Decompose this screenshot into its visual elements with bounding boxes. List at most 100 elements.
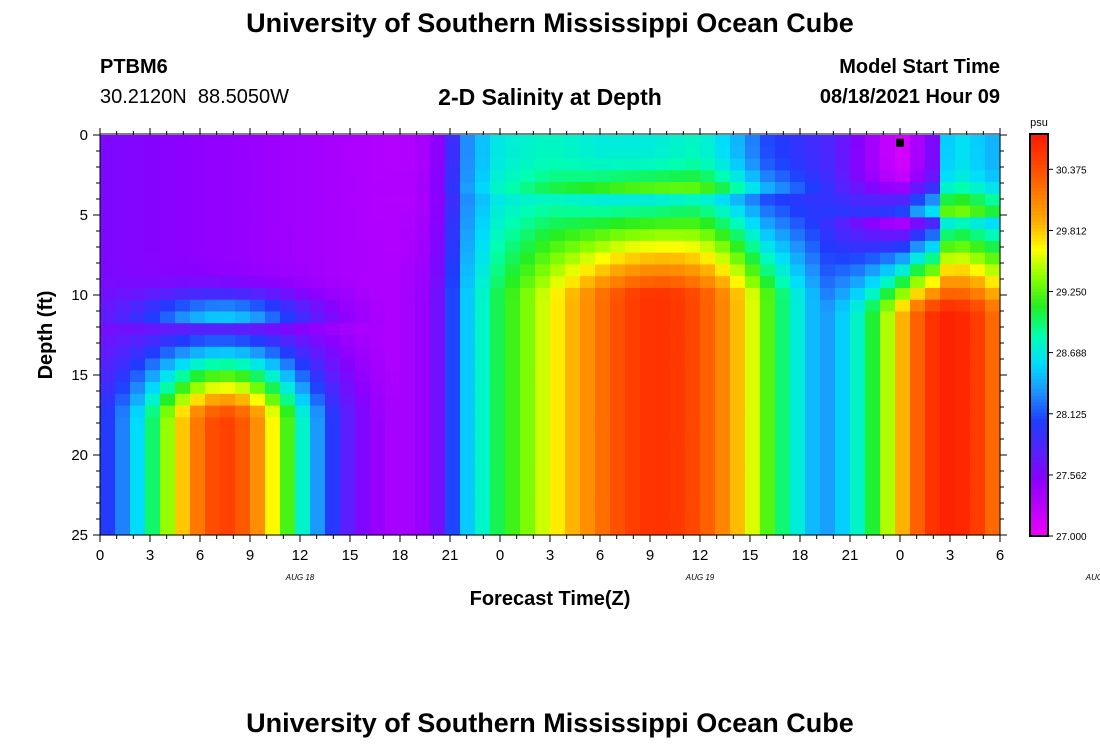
- heatmap-cell: [715, 429, 731, 442]
- heatmap-cell: [115, 193, 131, 207]
- heatmap-cell: [220, 240, 236, 254]
- heatmap-cell: [610, 511, 626, 524]
- heatmap-cell: [370, 464, 386, 477]
- heatmap-cell: [940, 170, 956, 183]
- heatmap-cell: [595, 205, 611, 218]
- heatmap-cell: [820, 429, 836, 442]
- heatmap-cell: [640, 346, 656, 360]
- heatmap-cell: [220, 523, 236, 536]
- heatmap-cell: [250, 182, 266, 195]
- heatmap-cell: [340, 358, 356, 371]
- heatmap-cell: [760, 358, 776, 371]
- heatmap-cell: [460, 287, 476, 301]
- heatmap-cell: [610, 311, 626, 324]
- colorbar-segment: [1030, 335, 1048, 339]
- heatmap-cell: [670, 205, 686, 218]
- heatmap-cell: [325, 523, 341, 536]
- colorbar-tick-label: 28.125: [1056, 410, 1087, 421]
- heatmap-cell: [565, 417, 581, 430]
- heatmap-cell: [940, 346, 956, 360]
- heatmap-cell: [445, 464, 461, 477]
- heatmap-cell: [265, 229, 281, 242]
- heatmap-cell: [940, 252, 956, 266]
- heatmap-cell: [730, 158, 746, 171]
- heatmap-cell: [400, 452, 416, 466]
- heatmap-cell: [205, 217, 221, 230]
- heatmap-cell: [280, 452, 296, 466]
- heatmap-cell: [895, 170, 911, 183]
- heatmap-cell: [925, 511, 941, 524]
- heatmap-cell: [610, 229, 626, 242]
- heatmap-cell: [580, 335, 596, 348]
- heatmap-cell: [100, 182, 116, 195]
- heatmap-cell: [775, 240, 791, 254]
- heatmap-cell: [595, 393, 611, 407]
- heatmap-cell: [145, 499, 161, 513]
- heatmap-cell: [595, 358, 611, 371]
- heatmap-cell: [685, 135, 701, 148]
- heatmap-cell: [490, 523, 506, 536]
- heatmap-cell: [760, 170, 776, 183]
- heatmap-cell: [775, 182, 791, 195]
- heatmap-cell: [415, 346, 431, 360]
- heatmap-cell: [820, 264, 836, 277]
- heatmap-cell: [685, 323, 701, 336]
- heatmap-cell: [880, 264, 896, 277]
- heatmap-cell: [100, 523, 116, 536]
- heatmap-cell: [295, 511, 311, 524]
- heatmap-cell: [145, 452, 161, 466]
- heatmap-cell: [115, 170, 131, 183]
- heatmap-cell: [820, 440, 836, 454]
- heatmap-cell: [295, 146, 311, 160]
- heatmap-cell: [220, 182, 236, 195]
- heatmap-cell: [775, 205, 791, 218]
- heatmap-cell: [460, 393, 476, 407]
- colorbar-segment: [1030, 415, 1048, 420]
- heatmap-cell: [520, 217, 536, 230]
- heatmap-cell: [490, 229, 506, 242]
- heatmap-cell: [565, 523, 581, 536]
- heatmap-cell: [340, 405, 356, 418]
- heatmap-cell: [220, 440, 236, 454]
- heatmap-cell: [565, 346, 581, 360]
- heatmap-cell: [790, 240, 806, 254]
- heatmap-cell: [505, 276, 521, 289]
- heatmap-cell: [145, 146, 161, 160]
- heatmap-cell: [100, 393, 116, 407]
- heatmap-cell: [835, 464, 851, 477]
- colorbar-segment: [1030, 402, 1048, 406]
- heatmap-cell: [580, 346, 596, 360]
- heatmap-cell: [895, 429, 911, 442]
- heatmap-cell: [325, 452, 341, 466]
- heatmap-cell: [880, 311, 896, 324]
- heatmap-cell: [490, 217, 506, 230]
- heatmap-cell: [880, 205, 896, 218]
- heatmap-cell: [535, 240, 551, 254]
- heatmap-cell: [400, 405, 416, 418]
- colorbar-segment: [1030, 204, 1048, 209]
- heatmap-cell: [835, 229, 851, 242]
- heatmap-cell: [865, 252, 881, 266]
- heatmap-cell: [775, 264, 791, 277]
- heatmap-cell: [685, 299, 701, 313]
- heatmap-cell: [670, 170, 686, 183]
- heatmap-cell: [955, 311, 971, 324]
- heatmap-cell: [160, 358, 176, 371]
- heatmap-cell: [415, 229, 431, 242]
- heatmap-cell: [745, 358, 761, 371]
- heatmap-cell: [280, 429, 296, 442]
- heatmap-cell: [775, 393, 791, 407]
- heatmap-cell: [925, 299, 941, 313]
- heatmap-cell: [745, 146, 761, 160]
- heatmap-cell: [730, 135, 746, 148]
- heatmap-cell: [415, 276, 431, 289]
- heatmap-cell: [325, 229, 341, 242]
- heatmap-cell: [820, 158, 836, 171]
- heatmap-cell: [880, 287, 896, 301]
- heatmap-cell: [475, 382, 491, 395]
- heatmap-cell: [265, 393, 281, 407]
- colorbar-tick-label: 27.000: [1056, 532, 1087, 543]
- heatmap-cell: [565, 135, 581, 148]
- heatmap-cell: [595, 440, 611, 454]
- heatmap-cell: [715, 252, 731, 266]
